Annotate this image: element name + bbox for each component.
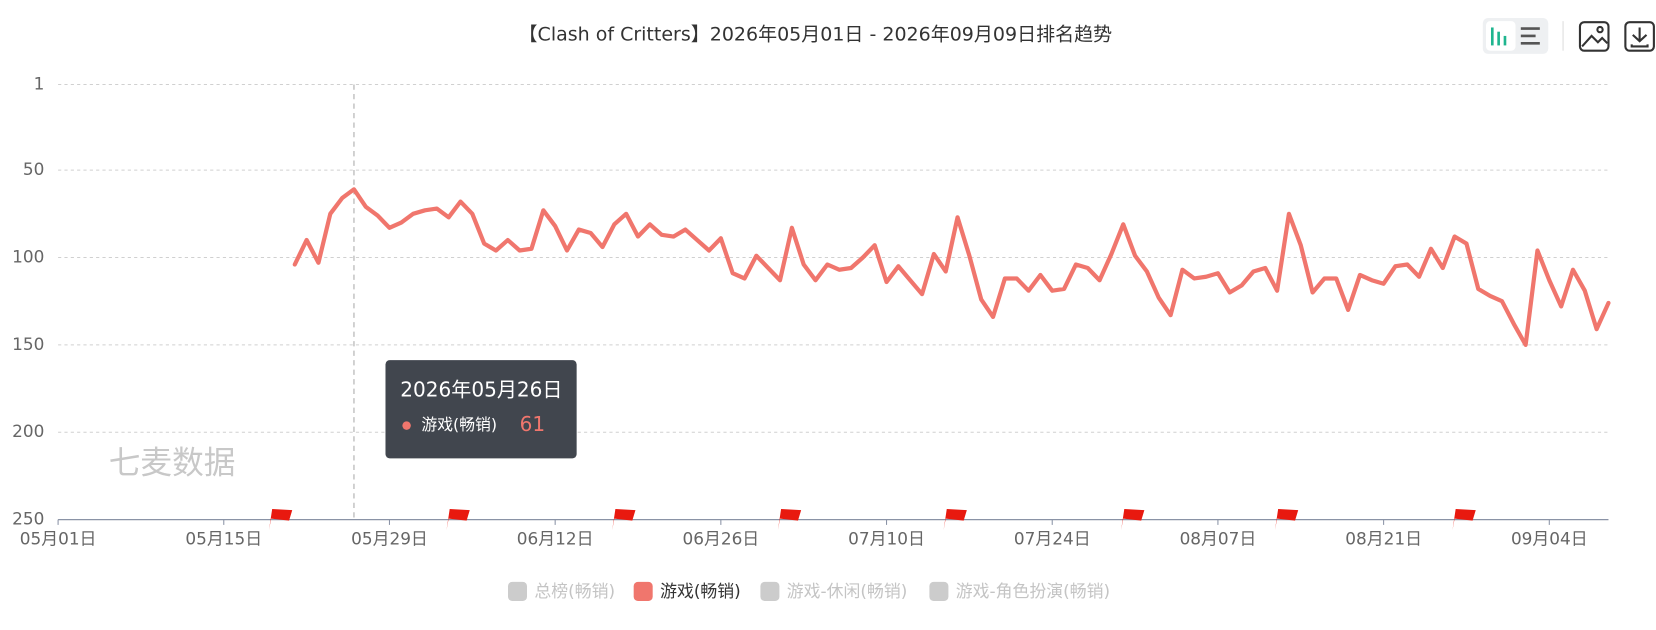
watermark: 七麦数据 — [109, 446, 236, 482]
download-button[interactable] — [1624, 21, 1655, 52]
toolbar — [1482, 17, 1655, 54]
x-tick-label: 05月29日 — [351, 529, 428, 549]
x-tick-label: 08月07日 — [1180, 529, 1257, 549]
tooltip-value: 61 — [520, 412, 546, 436]
x-tick-label: 07月24日 — [1014, 529, 1091, 549]
legend-swatch — [633, 581, 653, 601]
flag-shape — [446, 509, 470, 531]
legend-item[interactable]: 游戏(畅销) — [633, 581, 741, 601]
y-tick-label: 250 — [12, 509, 44, 529]
legend-item[interactable]: 游戏-角色扮演(畅销) — [929, 581, 1110, 601]
chart-title: 【Clash of Critters】2026年05月01日 - 2026年09… — [519, 23, 1113, 45]
event-flag[interactable] — [1274, 509, 1299, 531]
legend-item[interactable]: 总榜(畅销) — [507, 581, 615, 601]
flag-shape — [612, 509, 636, 531]
tooltip-title: 2026年05月26日 — [400, 377, 562, 401]
flag-shape — [1452, 509, 1476, 531]
x-tick-label: 05月01日 — [20, 529, 97, 549]
legend-item[interactable]: 游戏-休闲(畅销) — [760, 581, 907, 601]
series-line — [292, 187, 1611, 347]
flag-shape — [1121, 509, 1145, 531]
flag-shape — [1274, 509, 1299, 531]
x-tick-label: 06月12日 — [517, 529, 594, 549]
event-flag[interactable] — [777, 509, 802, 531]
x-tick-label: 07月10日 — [848, 529, 925, 549]
x-tick-label: 06月26日 — [682, 529, 759, 549]
event-flag[interactable] — [269, 509, 293, 531]
chart-view-button[interactable] — [1485, 21, 1516, 51]
legend-swatch — [929, 581, 949, 601]
tooltip-dot — [402, 421, 411, 430]
save-image-button[interactable] — [1578, 21, 1610, 52]
flag-shape — [943, 509, 967, 531]
tooltip-box — [385, 360, 577, 459]
legend-label: 游戏-角色扮演(畅销) — [956, 581, 1110, 601]
legend-label: 总榜(畅销) — [534, 581, 615, 601]
event-flag[interactable] — [446, 509, 470, 531]
x-tick-label: 05月15日 — [185, 529, 262, 549]
event-flag[interactable] — [1452, 509, 1476, 531]
event-flag[interactable] — [943, 509, 967, 531]
chart-view-icon — [1490, 27, 1507, 46]
table-view-button[interactable] — [1520, 27, 1540, 45]
y-tick-label: 100 — [12, 247, 44, 267]
y-tick-label: 200 — [12, 421, 44, 441]
flag-shape — [269, 509, 293, 531]
x-tick-label: 09月04日 — [1511, 529, 1588, 549]
flag-shape — [777, 509, 802, 531]
legend-swatch — [507, 581, 528, 601]
event-flag[interactable] — [1121, 509, 1145, 531]
y-tick-label: 50 — [23, 159, 44, 179]
y-tick-label: 1 — [34, 74, 45, 94]
legend-label: 游戏-休闲(畅销) — [787, 581, 908, 601]
event-flag[interactable] — [612, 509, 636, 531]
x-tick-label: 08月21日 — [1345, 529, 1422, 549]
legend-label: 游戏(畅销) — [660, 581, 741, 601]
legend-swatch — [760, 581, 780, 601]
y-tick-label: 150 — [12, 334, 44, 354]
tooltip-series-name: 游戏(畅销) — [421, 415, 497, 434]
